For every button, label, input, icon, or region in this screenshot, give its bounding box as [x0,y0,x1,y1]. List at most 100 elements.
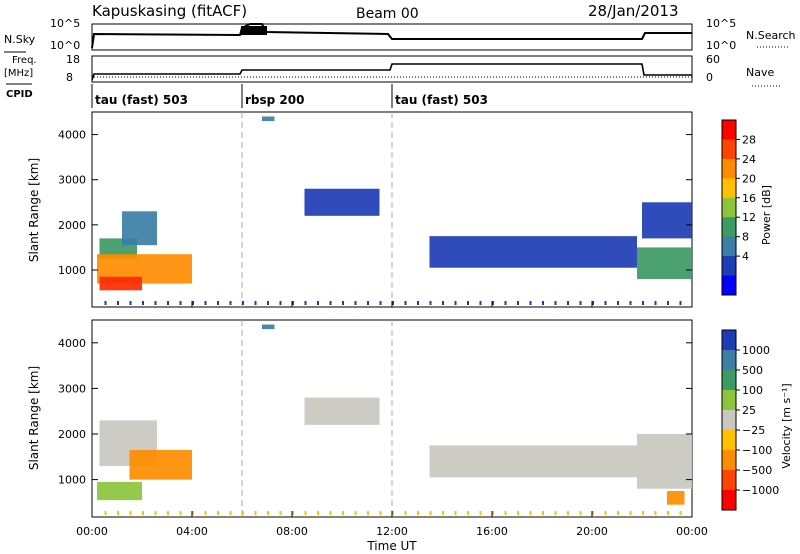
scatter-speck [492,511,494,515]
nsearch-label: N.Search [746,29,796,42]
scatter-speck [579,511,582,515]
data-patch [304,188,380,216]
x-tick-label: 00:00 [676,525,708,538]
scatter-speck [554,511,557,515]
data-patch [99,276,142,291]
data-patch [642,202,692,239]
scatter-speck [629,511,632,515]
data-patch [262,324,275,330]
colorbar-swatch [722,430,736,451]
scatter-speck [492,301,494,305]
colorbar-tick-label: 100 [742,384,763,397]
colorbar-tick-label: 24 [742,153,756,166]
scatter-speck [292,511,294,515]
scatter-speck [142,511,144,515]
cpid-segment-label: tau (fast) 503 [95,93,188,107]
colorbar-swatch [722,139,736,160]
colorbar-swatch [722,275,736,296]
freq-trace [91,63,692,81]
freq-unit: [MHz] [4,68,33,79]
nave-tick-top: 60 [706,53,720,66]
scatter-speck [329,511,332,515]
nsky-panel-frame [91,23,693,51]
station-title: Kapuskasing (fitACF) [92,2,247,20]
colorbar-swatch [722,490,736,511]
colorbar-tick-label: 1000 [742,344,770,357]
scatter-speck [304,511,307,515]
scatter-speck [567,301,569,305]
velocity-x-axis: 00:00 04:00 08:00 12:00 16:00 20:00 00:00 [76,511,708,538]
scatter-speck [192,511,194,515]
colorbar-swatch [722,178,736,199]
power-y-axis: 1000 2000 3000 4000 [58,129,692,277]
velocity-colorbar-label: Velocity [m s⁻¹] [780,383,793,468]
scatter-speck [667,301,669,305]
colorbar-tick-label: −25 [742,424,765,437]
velocity-colorbar: 1000 500 100 25 −25 −100 −500 −1000 [721,329,779,511]
scatter-speck [179,301,182,305]
scatter-speck [154,301,157,305]
x-tick-label: 08:00 [276,525,308,538]
scatter-speck [329,301,332,305]
x-axis-label: Time UT [366,539,417,553]
colorbar-swatch [722,217,736,238]
colorbar-swatch [722,370,736,391]
scatter-speck [367,511,369,515]
scatter-speck [517,301,519,305]
scatter-speck [479,301,482,305]
colorbar-tick-label: 8 [742,231,749,244]
scatter-speck [242,301,244,305]
colorbar-tick-label: 4 [742,250,749,263]
nave-label: Nave [746,66,774,79]
scatter-speck [204,511,207,515]
scatter-speck [604,511,607,515]
data-patch [429,236,637,268]
scatter-speck [454,301,457,305]
scatter-speck [142,301,144,305]
colorbar-frame [721,119,737,296]
scatter-speck [592,301,594,305]
scatter-speck [404,301,407,305]
scatter-speck [129,301,132,305]
y-tick-label: 4000 [58,337,86,350]
scatter-speck [542,511,544,515]
scatter-speck [429,511,432,515]
scatter-speck [317,511,319,515]
scatter-speck [367,301,369,305]
power-ylabel: Slant Range [km] [27,158,41,262]
scatter-speck [442,511,444,515]
scatter-speck [254,511,257,515]
scatter-speck [404,511,407,515]
colorbar-tick-label: 20 [742,172,756,185]
nsky-tick-bottom: 10^0 [50,39,80,52]
scatter-speck [604,301,607,305]
colorbar-swatch [722,197,736,218]
scatter-speck [567,511,569,515]
y-tick-label: 1000 [58,264,86,277]
y-tick-label: 3000 [58,174,86,187]
cpid-segment-label: rbsp 200 [245,93,304,107]
x-tick-label: 20:00 [576,525,608,538]
data-patch [429,445,637,478]
scatter-speck [242,511,244,515]
scatter-speck [342,301,344,305]
colorbar-swatch [722,410,736,431]
data-patch [304,397,380,425]
scatter-speck [254,301,257,305]
velocity-ylabel: Slant Range [km] [27,366,41,470]
scatter-speck [129,511,132,515]
date-title: 28/Jan/2013 [588,2,679,20]
scatter-speck [104,511,107,515]
scatter-speck [529,301,532,305]
colorbar-tick-label: 25 [742,404,756,417]
scatter-speck [617,301,619,305]
freq-tick-bottom: 8 [66,71,73,84]
scatter-speck [654,511,657,515]
scatter-speck [379,301,382,305]
nsearch-tick-bottom: 10^0 [706,39,736,52]
velocity-panel: 1000 2000 3000 4000 00:00 04:00 08:00 12:00 16:… [27,319,793,538]
power-ground-scatter [104,301,682,305]
freq-label: Freq. [12,55,37,66]
colorbar-tick-label: 12 [742,211,756,224]
colorbar-tick-label: 28 [742,133,756,146]
